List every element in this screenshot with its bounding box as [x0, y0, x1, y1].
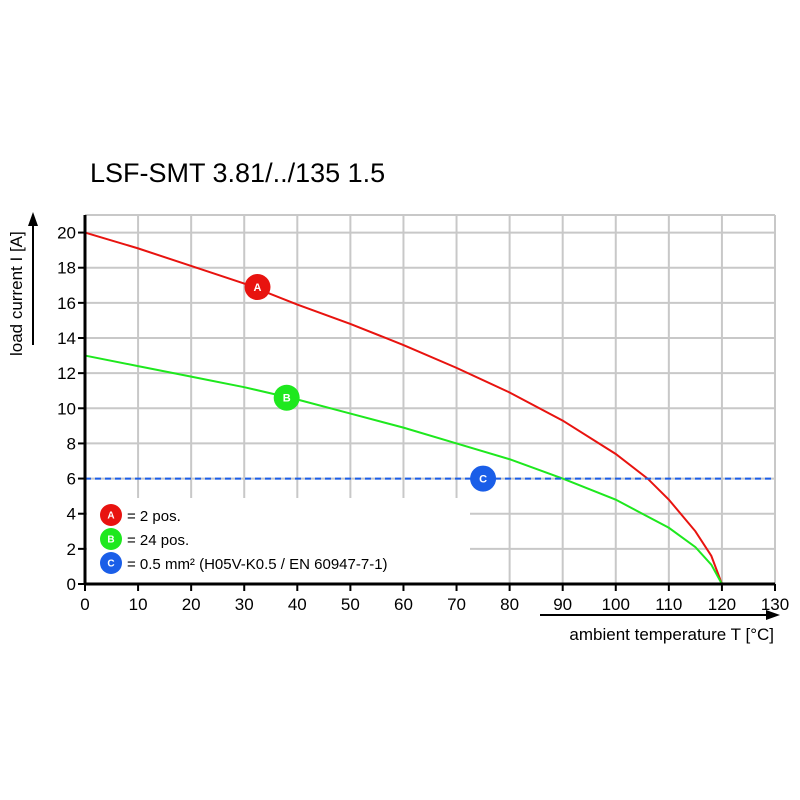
y-tick-label: 16 — [57, 294, 76, 313]
legend-entry-B: = 24 pos. — [127, 532, 189, 549]
marker-B-label: B — [283, 393, 291, 405]
y-arrow-head-icon — [28, 212, 38, 226]
x-tick-label: 110 — [655, 595, 682, 614]
x-tick-label: 90 — [553, 595, 572, 614]
x-tick-label: 20 — [182, 595, 201, 614]
x-tick-label: 50 — [341, 595, 360, 614]
y-tick-label: 2 — [67, 540, 76, 559]
y-axis-label: load current I [A] — [7, 231, 26, 356]
y-tick-label: 6 — [67, 470, 76, 489]
x-tick-label: 130 — [761, 595, 789, 614]
y-tick-label: 0 — [67, 575, 76, 594]
x-tick-label: 70 — [447, 595, 466, 614]
x-tick-label: 100 — [602, 595, 630, 614]
y-tick-label: 4 — [67, 505, 76, 524]
marker-B-badge — [100, 528, 122, 550]
y-tick-label: 14 — [57, 329, 76, 348]
marker-C-badge — [470, 465, 497, 492]
x-tick-label: 10 — [129, 595, 148, 614]
marker-A-badge — [244, 274, 271, 301]
x-tick-label: 60 — [394, 595, 413, 614]
marker-A-badge — [100, 504, 122, 526]
marker-B-badge — [273, 384, 300, 411]
marker-C-label: C — [479, 474, 487, 486]
y-tick-label: 8 — [67, 434, 76, 453]
marker-C-badge — [100, 552, 122, 574]
marker-B-label: B — [107, 535, 114, 546]
x-axis-label: ambient temperature T [°C] — [569, 625, 774, 644]
marker-A-label: A — [254, 282, 262, 294]
x-tick-label: 120 — [708, 595, 736, 614]
marker-A-label: A — [107, 511, 114, 522]
legend-entry-A: = 2 pos. — [127, 508, 181, 525]
legend-box — [87, 498, 470, 583]
x-tick-label: 0 — [80, 595, 89, 614]
legend-entry-C: = 0.5 mm² (H05V-K0.5 / EN 60947-7-1) — [127, 556, 388, 573]
y-tick-label: 18 — [57, 259, 76, 278]
y-tick-label: 10 — [57, 399, 76, 418]
x-tick-label: 80 — [500, 595, 519, 614]
y-tick-label: 12 — [57, 364, 76, 383]
x-tick-label: 40 — [288, 595, 307, 614]
y-tick-label: 20 — [57, 224, 76, 243]
x-arrow-head-icon — [766, 610, 780, 620]
marker-C-label: C — [107, 559, 114, 570]
series-line-A — [84, 231, 723, 585]
x-tick-label: 30 — [235, 595, 254, 614]
chart-title: LSF-SMT 3.81/../135 1.5 — [90, 158, 386, 188]
series-line-B — [84, 354, 723, 585]
